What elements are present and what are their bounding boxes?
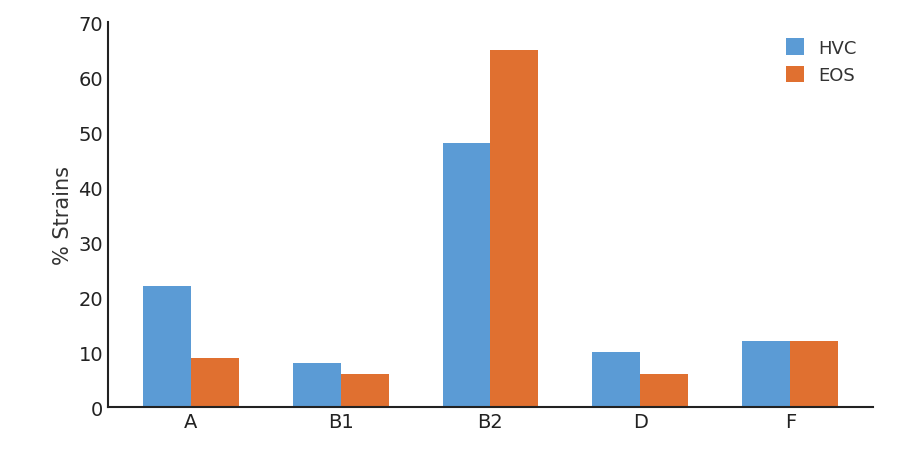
- Bar: [592, 352, 641, 407]
- Legend: HVC, EOS: HVC, EOS: [778, 32, 864, 92]
- Bar: [641, 375, 688, 407]
- Bar: [191, 358, 238, 407]
- Bar: [491, 50, 538, 407]
- Bar: [340, 375, 389, 407]
- Bar: [790, 342, 838, 407]
- Y-axis label: % Strains: % Strains: [53, 166, 73, 265]
- Bar: [143, 287, 191, 407]
- Bar: [292, 363, 340, 407]
- Bar: [742, 342, 790, 407]
- Bar: [443, 144, 491, 407]
